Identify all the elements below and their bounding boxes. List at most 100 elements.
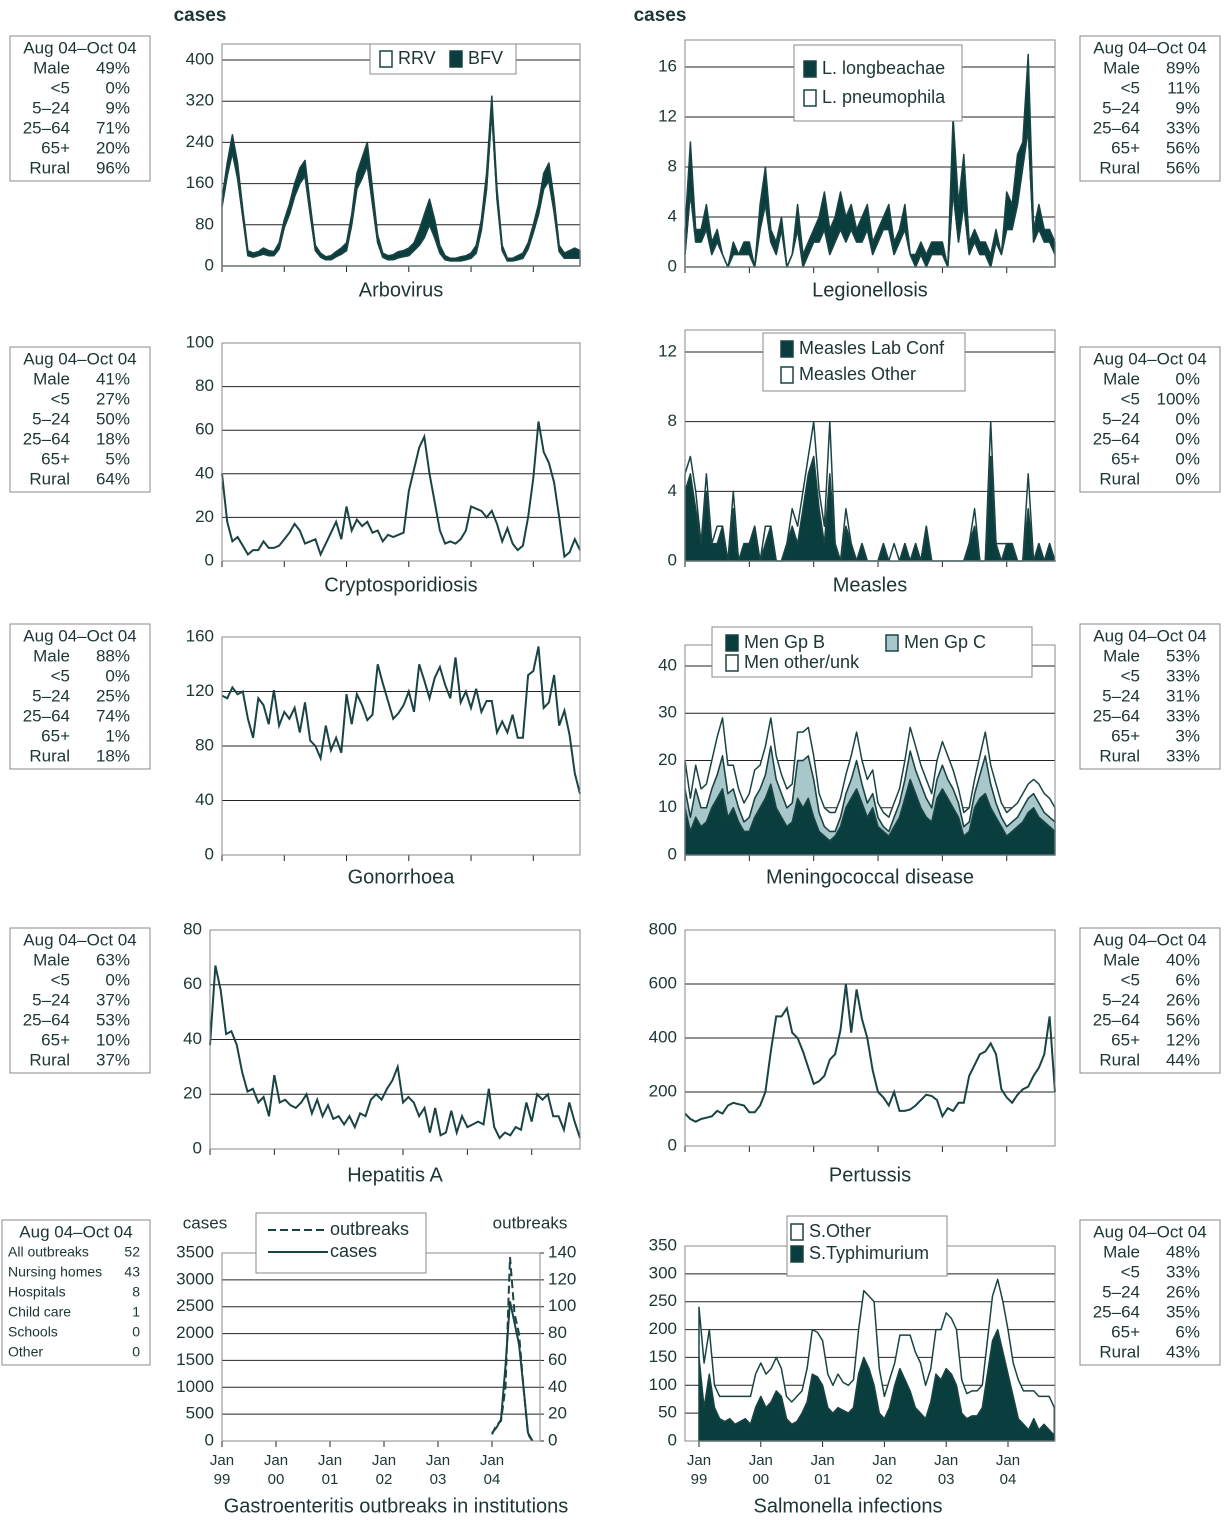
x-tick-label: Jan 03: [425, 1452, 451, 1488]
stats-title: Aug 04–Oct 04: [19, 1222, 132, 1241]
y-tick-label: 600: [649, 973, 677, 992]
stats-title: Aug 04–Oct 04: [23, 349, 136, 368]
axis-label: cases: [174, 5, 227, 26]
y-tick-label: 60: [548, 1350, 567, 1369]
stats-label: Male: [1103, 369, 1140, 388]
stats-value: 48%: [1166, 1242, 1200, 1261]
y-tick-label: 350: [649, 1235, 677, 1254]
stats-value: 0%: [1175, 409, 1200, 428]
stats-label: 5–24: [32, 990, 70, 1009]
y-tick-label: 80: [195, 214, 214, 233]
stats-value: 27%: [96, 389, 130, 408]
line: [491, 1301, 534, 1442]
stats-label: 5–24: [1102, 990, 1140, 1009]
legend-label: L. longbeachae: [822, 58, 945, 78]
stats-value: 12%: [1166, 1030, 1200, 1049]
y-tick-label: 8: [668, 411, 677, 430]
stats-label: Male: [33, 646, 70, 665]
y-tick-label: 40: [658, 655, 677, 674]
chart-title: Gastroenteritis outbreaks in institution…: [224, 1495, 569, 1517]
stats-label: Rural: [1099, 746, 1140, 765]
chart-title: Salmonella infections: [754, 1495, 943, 1517]
y-tick-label: 4: [668, 481, 677, 500]
stats-value: 56%: [1166, 1010, 1200, 1029]
legend-swatch: [449, 50, 463, 68]
y-tick-label: 40: [195, 790, 214, 809]
stats-value: 43: [124, 1264, 140, 1280]
stats-value: 1: [132, 1304, 140, 1320]
stats-label: 25–64: [23, 1010, 70, 1029]
stats-value: 64%: [96, 469, 130, 488]
legend-box: [711, 626, 1033, 678]
y-tick-label: 0: [205, 844, 214, 863]
legend-swatch: [790, 1223, 804, 1241]
stats-value: 6%: [1175, 1322, 1200, 1341]
y-tick-label: 240: [186, 132, 214, 151]
x-tick-label: Jan 99: [209, 1452, 235, 1488]
stats-label: 65+: [1111, 1030, 1140, 1049]
y-tick-label: 3000: [176, 1269, 214, 1288]
y-tick-label: 2500: [176, 1296, 214, 1315]
x-tick-label: Jan 04: [995, 1452, 1021, 1488]
stats-label: 65+: [1111, 1322, 1140, 1341]
axis-label: cases: [634, 5, 687, 26]
stats-label: <5: [1121, 78, 1140, 97]
stats-value: 31%: [1166, 686, 1200, 705]
stats-value: 0%: [1175, 369, 1200, 388]
stats-value: 3%: [1175, 726, 1200, 745]
stats-label: Rural: [1099, 1050, 1140, 1069]
y-tick-label: 8: [668, 156, 677, 175]
stats-label: <5: [51, 666, 70, 685]
chart-title: Arbovirus: [359, 279, 443, 301]
stats-value: 56%: [1166, 138, 1200, 157]
stats-value: 0%: [105, 78, 130, 97]
stats-value: 1%: [105, 726, 130, 745]
y-tick-label: 120: [186, 681, 214, 700]
stats-label: <5: [1121, 1262, 1140, 1281]
stats-label: All outbreaks: [8, 1244, 89, 1260]
stats-label: 5–24: [32, 409, 70, 428]
stats-value: 100%: [1157, 389, 1200, 408]
y-tick-label: 80: [195, 376, 214, 395]
y-tick-label: 40: [548, 1377, 567, 1396]
y-tick-label: 3500: [176, 1242, 214, 1261]
y-tick-label: 50: [658, 1403, 677, 1422]
stats-label: Male: [33, 58, 70, 77]
stats-label: Other: [8, 1344, 43, 1360]
y-tick-label: 12: [658, 341, 677, 360]
y-tick-label: 800: [649, 919, 677, 938]
chart-title: Hepatitis A: [347, 1164, 443, 1186]
y-tick-label: 400: [649, 1027, 677, 1046]
stats-label: <5: [1121, 970, 1140, 989]
stats-value: 0%: [105, 666, 130, 685]
legend-label: RRV: [398, 48, 436, 68]
stats-value: 9%: [1175, 98, 1200, 117]
legend-swatch: [885, 634, 899, 652]
stats-value: 0: [132, 1324, 140, 1340]
stats-title: Aug 04–Oct 04: [1093, 626, 1206, 645]
stats-label: 65+: [41, 726, 70, 745]
legend-swatch: [725, 634, 739, 652]
stats-value: 89%: [1166, 58, 1200, 77]
x-tick-label: Jan 01: [810, 1452, 835, 1488]
stats-title: Aug 04–Oct 04: [23, 626, 136, 645]
y-tick-label: 140: [548, 1242, 576, 1261]
stats-label: 65+: [41, 1030, 70, 1049]
stats-value: 50%: [96, 409, 130, 428]
stats-label: 25–64: [1093, 706, 1140, 725]
stats-box: [1079, 35, 1221, 182]
stats-value: 5%: [105, 449, 130, 468]
stats-value: 53%: [96, 1010, 130, 1029]
stats-box: [1079, 927, 1221, 1074]
x-tick-label: Jan 00: [263, 1452, 289, 1488]
chart-title: Meningococcal disease: [766, 866, 974, 888]
stats-value: 44%: [1166, 1050, 1200, 1069]
y-tick-label: 0: [668, 1430, 677, 1449]
stats-title: Aug 04–Oct 04: [23, 930, 136, 949]
stats-value: 63%: [96, 950, 130, 969]
stats-label: 25–64: [1093, 118, 1140, 137]
x-tick-label: Jan 03: [934, 1452, 959, 1488]
legend-label: BFV: [468, 48, 503, 68]
legend-box: [762, 332, 966, 392]
